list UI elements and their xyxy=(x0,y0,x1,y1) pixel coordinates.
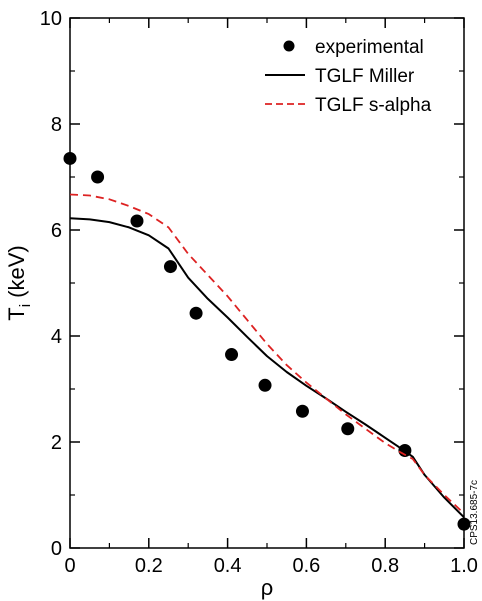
y-axis-label-main: T xyxy=(4,307,29,320)
data-point-experimental xyxy=(295,404,309,418)
y-tick-label: 6 xyxy=(51,220,62,242)
data-point-experimental xyxy=(189,306,203,320)
y-axis-label: Ti (keV) xyxy=(4,245,34,320)
legend-label-miller: TGLF Miller xyxy=(315,66,415,87)
legend-label-salpha: TGLF s-alpha xyxy=(315,95,432,116)
y-tick-label: 8 xyxy=(51,114,62,136)
legend-marker-experimental xyxy=(283,40,295,52)
y-tick-label: 10 xyxy=(40,8,62,30)
x-tick-label: 0.8 xyxy=(371,555,399,577)
legend: experimental TGLF Miller TGLF s-alpha xyxy=(265,37,432,116)
series-line-tglf-miller xyxy=(69,217,465,519)
data-point-experimental xyxy=(91,170,105,184)
data-point-experimental xyxy=(225,348,239,362)
x-tick-label: 0 xyxy=(64,555,75,577)
y-tick-label: 4 xyxy=(51,326,62,348)
svg-text:Ti (keV): Ti (keV) xyxy=(4,245,34,320)
data-point-experimental xyxy=(457,517,471,531)
figure-id-annotation: CPS13.685-7c xyxy=(469,480,480,545)
series-layer xyxy=(63,151,471,531)
data-point-experimental xyxy=(130,214,144,228)
legend-label-experimental: experimental xyxy=(315,37,424,58)
x-tick-label: 0.4 xyxy=(214,555,242,577)
y-tick-label: 0 xyxy=(51,538,62,560)
y-axis-label-unit: (keV) xyxy=(4,245,29,304)
x-axis-ticks: 0 0.2 0.4 0.6 0.8 1.0 xyxy=(64,18,478,577)
x-tick-label: 0.2 xyxy=(135,555,163,577)
x-axis-label: ρ xyxy=(261,575,274,600)
data-point-experimental xyxy=(258,378,272,392)
x-tick-label: 0.6 xyxy=(292,555,320,577)
data-point-experimental xyxy=(341,422,355,436)
x-tick-label: 1.0 xyxy=(450,555,478,577)
y-axis-label-sub: i xyxy=(17,304,34,307)
data-point-experimental xyxy=(163,260,177,274)
series-line-tglf-s-alpha xyxy=(69,193,465,515)
data-point-experimental xyxy=(63,151,77,165)
y-tick-label: 2 xyxy=(51,432,62,454)
y-axis-ticks: 0 2 4 6 8 10 xyxy=(40,8,464,560)
